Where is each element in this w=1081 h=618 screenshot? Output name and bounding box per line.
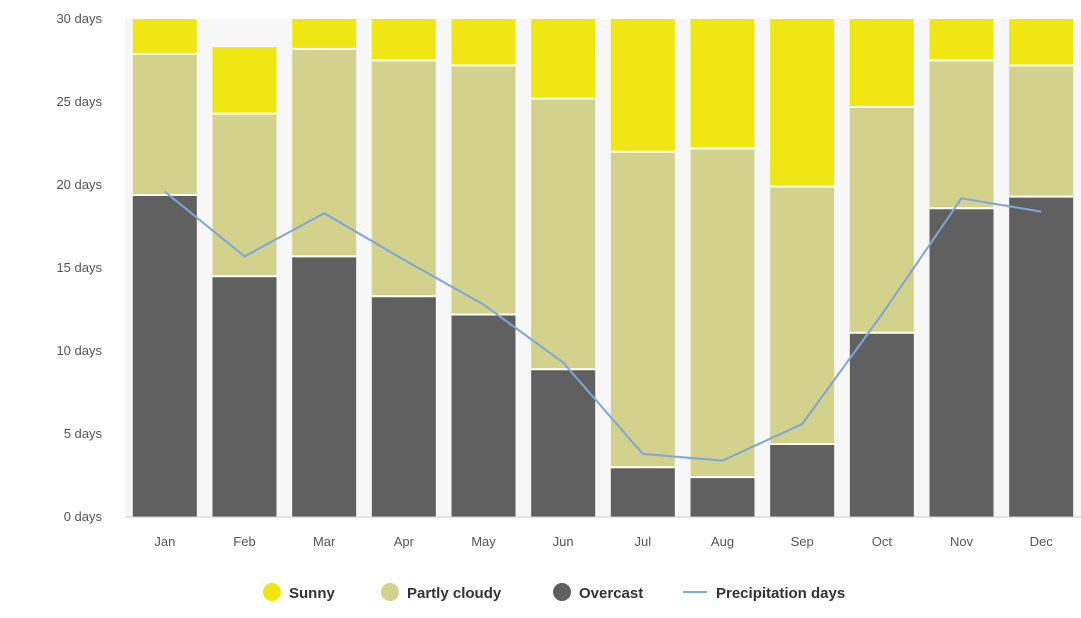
x-tick-label: Oct [872, 534, 893, 549]
x-tick-label: Jul [635, 534, 652, 549]
legend-marker-icon [381, 583, 399, 601]
bar-overcast-aug[interactable] [690, 477, 755, 517]
x-tick-label: Sep [791, 534, 814, 549]
x-tick-label: Jun [553, 534, 574, 549]
legend-marker-icon [553, 583, 571, 601]
bar-partly-cloudy-mar[interactable] [292, 48, 357, 257]
bar-overcast-feb[interactable] [212, 276, 277, 517]
y-tick-label: 25 days [56, 94, 102, 109]
bar-overcast-jun[interactable] [531, 369, 596, 517]
bar-sunny-jun[interactable] [531, 19, 596, 99]
y-tick-label: 5 days [64, 426, 103, 441]
legend-item-sunny[interactable]: Sunny [263, 583, 335, 602]
bar-partly-cloudy-feb[interactable] [212, 113, 277, 277]
bar-overcast-may[interactable] [451, 314, 516, 517]
bar-overcast-nov[interactable] [929, 208, 994, 518]
bar-partly-cloudy-jul[interactable] [610, 151, 675, 468]
x-axis: Jan Feb Mar Apr May Jun Jul Aug Sep Oct Nov Dec [125, 516, 1081, 549]
x-tick-label: May [471, 534, 496, 549]
bar-sunny-dec[interactable] [1009, 19, 1074, 66]
legend-label: Sunny [289, 585, 335, 602]
bar-partly-cloudy-aug[interactable] [690, 148, 755, 478]
bar-overcast-jan[interactable] [132, 194, 197, 517]
bar-sunny-apr[interactable] [371, 19, 436, 61]
x-tick-label: Apr [394, 534, 415, 549]
bar-sunny-mar[interactable] [292, 19, 357, 49]
bar-overcast-oct[interactable] [849, 332, 914, 517]
bar-sunny-jan[interactable] [132, 19, 197, 54]
legend-item-overcast[interactable]: Overcast [553, 583, 643, 602]
x-tick-label: Feb [233, 534, 255, 549]
bars-layer [124, 19, 1081, 518]
bar-partly-cloudy-apr[interactable] [371, 60, 436, 297]
bar-sunny-may[interactable] [451, 19, 516, 66]
precipitation-days-line[interactable] [164, 190, 1042, 462]
x-tick-label: Mar [313, 534, 336, 549]
bar-overcast-sep[interactable] [770, 443, 835, 517]
bar-sunny-feb[interactable] [212, 47, 277, 114]
bar-sunny-oct[interactable] [849, 19, 914, 107]
bar-overcast-dec[interactable] [1009, 196, 1074, 517]
bar-partly-cloudy-dec[interactable] [1009, 65, 1074, 197]
legend-marker-icon [263, 583, 281, 601]
y-tick-label: 15 days [56, 260, 102, 275]
bar-sunny-nov[interactable] [929, 19, 994, 61]
x-tick-label: Jan [154, 534, 175, 549]
legend-item-precipitation-days[interactable]: Precipitation days [683, 585, 845, 602]
legend-label: Partly cloudy [407, 585, 502, 602]
legend-label: Overcast [579, 585, 643, 602]
bar-partly-cloudy-sep[interactable] [770, 186, 835, 444]
bar-sunny-jul[interactable] [610, 19, 675, 152]
y-tick-label: 30 days [56, 11, 102, 26]
bar-partly-cloudy-jun[interactable] [531, 98, 596, 370]
y-tick-label: 0 days [64, 509, 103, 524]
legend: Sunny Partly cloudy Overcast Precipitation … [263, 583, 845, 602]
precipitation-line-layer [164, 190, 1042, 462]
y-axis: 0 days 5 days 10 days 15 days 20 days 25 days… [56, 11, 102, 524]
bar-partly-cloudy-oct[interactable] [849, 106, 914, 333]
bar-overcast-apr[interactable] [371, 296, 436, 517]
bar-partly-cloudy-may[interactable] [451, 65, 516, 315]
x-tick-label: Dec [1030, 534, 1054, 549]
x-tick-label: Nov [950, 534, 974, 549]
bar-overcast-mar[interactable] [292, 256, 357, 517]
legend-label: Precipitation days [716, 585, 845, 602]
bar-sunny-sep[interactable] [770, 19, 835, 187]
y-tick-label: 20 days [56, 177, 102, 192]
bar-sunny-aug[interactable] [690, 19, 755, 149]
legend-item-partly-cloudy[interactable]: Partly cloudy [381, 583, 502, 602]
bar-partly-cloudy-nov[interactable] [929, 60, 994, 209]
bar-overcast-jul[interactable] [610, 467, 675, 517]
y-tick-label: 10 days [56, 343, 102, 358]
x-tick-label: Aug [711, 534, 734, 549]
bar-partly-cloudy-jan[interactable] [132, 53, 197, 195]
